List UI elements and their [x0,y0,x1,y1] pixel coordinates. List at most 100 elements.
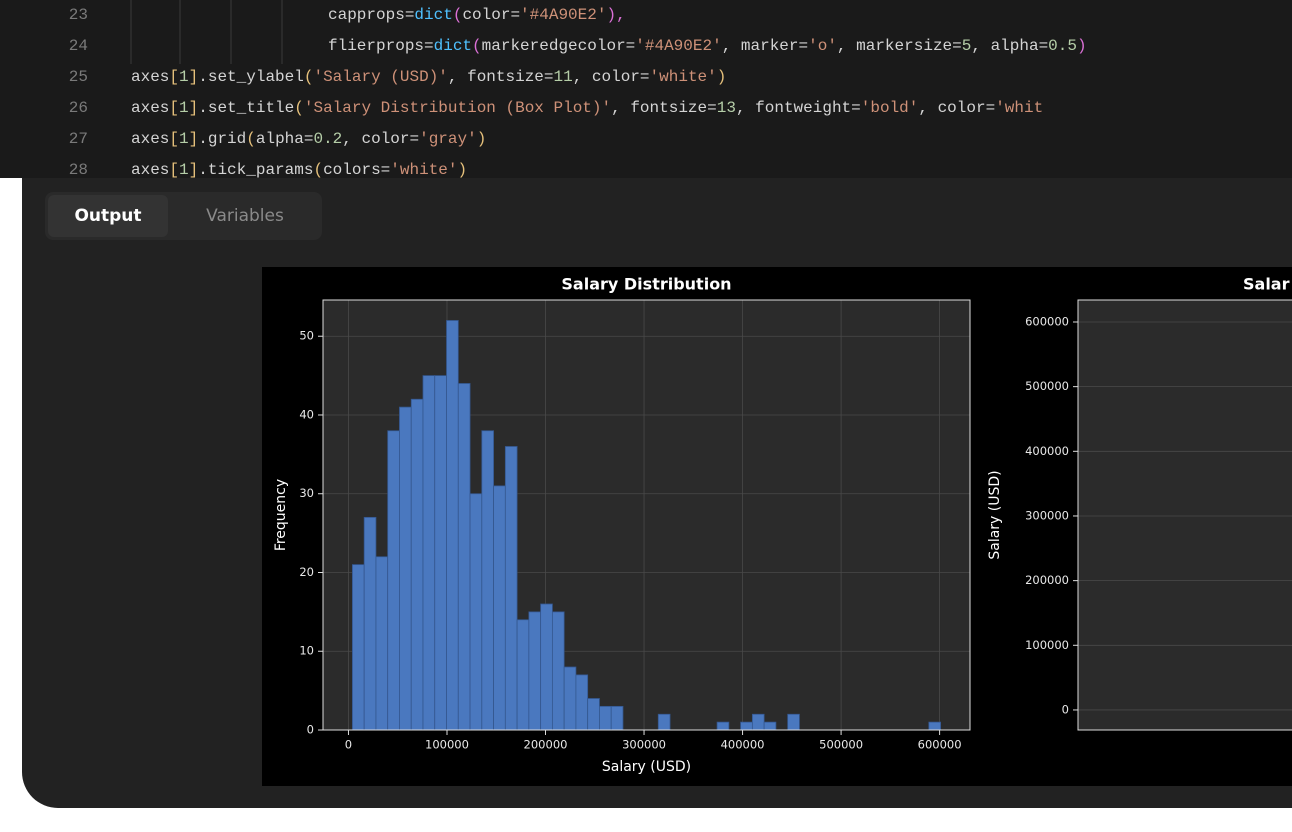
x-tick-label: 300000 [622,738,666,752]
code-token: 1 [179,99,189,117]
code-token: 0.2 [313,130,342,148]
y-tick-label: 50 [299,329,314,343]
y-axis-label: Salary (USD) [987,470,1003,559]
code-token: colors= [323,161,390,179]
code-line: capprops=dict(color='#4A90E2'), [328,6,626,24]
code-line: flierprops=dict(markeredgecolor='#4A90E2… [328,37,1087,55]
code-token: ( [313,161,323,179]
bar [375,556,389,731]
bar [540,603,553,731]
y-tick-label: 200000 [1025,573,1069,587]
code-token: .set_ylabel [198,68,304,86]
code-token: markeredgecolor= [482,37,636,55]
bar [422,375,436,731]
code-line: axes[1].grid(alpha=0.2, color='gray') [131,130,486,148]
bar [516,619,530,731]
chart-title: Salary Distribution [561,275,731,294]
bar [587,698,600,731]
bar [352,564,365,731]
x-axis-label: Salary (USD) [602,759,691,775]
code-token: '#4A90E2' [635,37,721,55]
x-tick-label: 0 [345,738,352,752]
chart-title: Salar [1243,275,1290,294]
code-token: capprops= [328,6,414,24]
code-token: 'Salary (USD)' [313,68,447,86]
code-line: axes[1].set_ylabel('Salary (USD)', fonts… [131,68,726,86]
bar [469,493,483,731]
line-number: 28 [69,161,88,179]
bar [599,705,612,731]
bar [575,674,589,731]
code-token: .set_title [198,99,294,117]
code-token: [ [169,161,179,179]
bar [387,430,400,731]
code-token: .tick_params [198,161,313,179]
code-token: [ [169,99,179,117]
code-token: 'gray' [419,130,477,148]
y-axis-label: Frequency [273,479,289,551]
line-number: 26 [69,99,88,117]
bar [928,721,941,731]
code-token: , fontsize= [611,99,717,117]
line-number: 25 [69,68,88,86]
y-tick-label: 20 [299,565,314,579]
x-tick-label: 600000 [918,738,962,752]
code-token: , color= [342,130,419,148]
bar [563,666,577,731]
code-token: ] [189,99,199,117]
code-token: 'bold' [861,99,919,117]
tab[interactable]: Output [74,206,141,226]
x-tick-label: 200000 [524,738,568,752]
y-tick-label: 400000 [1025,444,1069,458]
bar [399,406,412,731]
code-token: 11 [554,68,573,86]
y-tick-label: 100000 [1025,638,1069,652]
code-token: axes [131,99,169,117]
y-tick-label: 30 [299,486,314,500]
x-tick-label: 100000 [425,738,469,752]
code-token: 1 [179,130,189,148]
code-token: ] [189,161,199,179]
code-token: 5 [962,37,972,55]
y-tick-label: 40 [299,407,314,421]
line-number: 27 [69,130,88,148]
code-token: ( [304,68,314,86]
code-token: 'Salary Distribution (Box Plot)' [304,99,611,117]
code-token: '#4A90E2' [520,6,606,24]
code-token: , color= [573,68,650,86]
bar [787,713,800,731]
code-token: ] [189,68,199,86]
code-token: ) [1077,37,1087,55]
bar [716,721,730,731]
bar [763,721,777,731]
bar [410,398,424,731]
code-token: , marker= [722,37,808,55]
x-tick-label: 400000 [721,738,765,752]
code-token: 1 [179,161,189,179]
code-token: [ [169,130,179,148]
code-token: dict [414,6,452,24]
code-lines: 23 capprops=dict(color='#4A90E2'),24 flier… [69,0,1087,179]
y-tick-label: 600000 [1025,314,1069,328]
y-tick-label: 10 [299,644,314,658]
bar [610,705,624,731]
tab-active-bg[interactable] [48,195,168,237]
code-token: ), [606,6,625,24]
code-token: dict [434,37,472,55]
code-line: axes[1].tick_params(colors='white') [131,161,467,179]
code-token: , fontweight= [736,99,861,117]
bar [551,611,565,731]
axes-frame [1077,299,1292,731]
charts: 0 10 20 30 40 50 0 100000 200000 300000 400000 5000… [273,275,1292,775]
bar [740,721,753,731]
code-token: ( [472,37,482,55]
code-token: ) [477,130,487,148]
code-token: 'white' [390,161,457,179]
y-tick-label: 500000 [1025,379,1069,393]
axes-frame [322,299,971,731]
code-token: axes [131,68,169,86]
code-token: , alpha= [971,37,1048,55]
tab[interactable]: Variables [206,206,284,226]
